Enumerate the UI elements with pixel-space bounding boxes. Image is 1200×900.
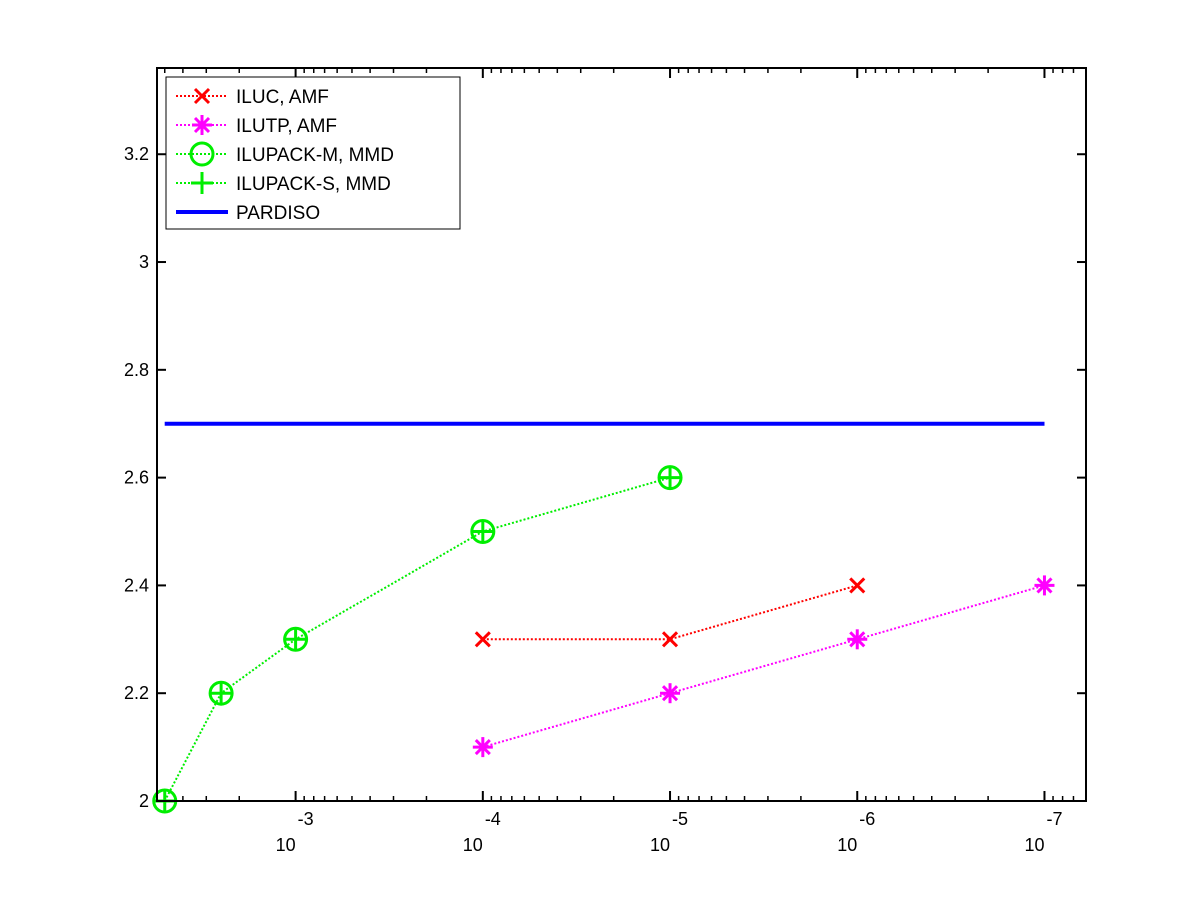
x-tick-label-base: 10 bbox=[837, 835, 857, 855]
data-point bbox=[1034, 575, 1055, 596]
data-point bbox=[847, 629, 868, 650]
series-0 bbox=[474, 577, 866, 648]
x-tick-label-exponent: -7 bbox=[1046, 809, 1062, 829]
plot-area-frame bbox=[156, 67, 1087, 802]
y-tick-label: 2.4 bbox=[124, 575, 149, 595]
legend-box bbox=[165, 76, 461, 230]
y-tick-label: 2 bbox=[139, 791, 149, 811]
legend-marker bbox=[193, 87, 211, 105]
x-tick-label-base: 10 bbox=[463, 835, 483, 855]
series-layer bbox=[152, 421, 1055, 814]
y-tick-label: 3.2 bbox=[124, 144, 149, 164]
series-line bbox=[482, 584, 858, 641]
legend-label: ILUPACK-M, MMD bbox=[236, 145, 394, 166]
x-tick-label-base: 10 bbox=[276, 835, 296, 855]
legend-marker bbox=[191, 172, 213, 194]
data-point bbox=[474, 631, 491, 648]
x-tick-label-base: 10 bbox=[1024, 835, 1044, 855]
data-point bbox=[471, 520, 494, 543]
x-tick-label-exponent: -6 bbox=[859, 809, 875, 829]
data-point bbox=[849, 577, 866, 594]
y-tick-label: 3 bbox=[139, 252, 149, 272]
legend-label: ILUC, AMF bbox=[236, 87, 329, 108]
x-tick-label-exponent: -3 bbox=[298, 809, 314, 829]
series-1 bbox=[472, 575, 1055, 758]
x-tick-label-base: 10 bbox=[650, 835, 670, 855]
data-point bbox=[660, 683, 681, 704]
series-line bbox=[482, 584, 1045, 749]
legend-entry: ILUC, AMF bbox=[176, 87, 329, 108]
data-point bbox=[661, 631, 679, 648]
legend-label: ILUTP, AMF bbox=[236, 116, 337, 137]
data-point bbox=[284, 628, 307, 651]
legend-marker bbox=[192, 115, 212, 135]
tick-labels: 22.22.42.62.833.210-310-410-510-610-7 bbox=[124, 144, 1063, 855]
legend: ILUC, AMF ILUTP, AMF ILUPACK-M, MMD ILUPACK… bbox=[165, 76, 461, 230]
legend-label: PARDISO bbox=[236, 203, 320, 224]
legend-entry: PARDISO bbox=[176, 203, 320, 224]
y-tick-label: 2.6 bbox=[124, 468, 149, 488]
legend-label: ILUPACK-S, MMD bbox=[236, 174, 391, 195]
data-point bbox=[210, 682, 233, 705]
y-tick-label: 2.8 bbox=[124, 360, 149, 380]
legend-entry: ILUPACK-S, MMD bbox=[176, 172, 391, 195]
x-tick-label-exponent: -5 bbox=[672, 809, 688, 829]
x-tick-label-exponent: -4 bbox=[485, 809, 501, 829]
data-point bbox=[659, 466, 682, 489]
data-point bbox=[472, 737, 493, 758]
legend-entry: ILUTP, AMF bbox=[176, 115, 337, 137]
legend-marker bbox=[189, 141, 215, 167]
legend-entry: ILUPACK-M, MMD bbox=[176, 141, 394, 167]
y-tick-label: 2.2 bbox=[124, 683, 149, 703]
